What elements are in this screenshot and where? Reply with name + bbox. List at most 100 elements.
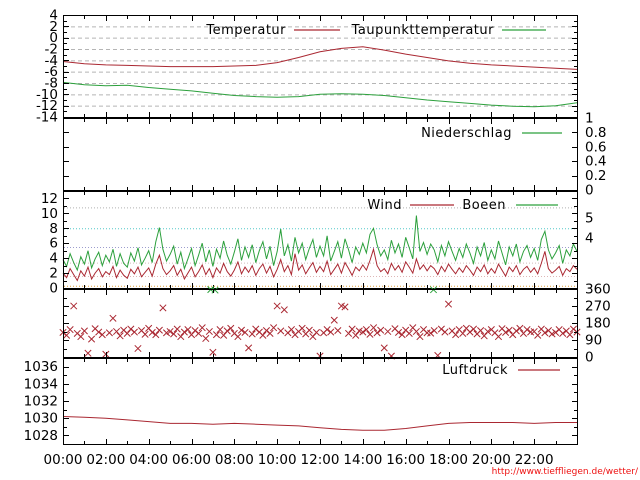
pressure-frame — [63, 358, 578, 445]
wind-direction-point — [66, 326, 74, 334]
wind-direction-point — [444, 300, 453, 308]
wind-direction-point — [109, 314, 117, 322]
wind-direction-point — [191, 327, 199, 335]
wind-direction-point — [84, 349, 92, 357]
x-axis-label: 04:00 — [129, 452, 168, 468]
pressure-ytick-label-left: 1034 — [24, 376, 58, 392]
wind-direction-point — [198, 324, 206, 332]
wind-direction-point — [98, 331, 106, 339]
wind-direction-point — [227, 324, 235, 332]
x-axis-label: 06:00 — [172, 452, 211, 468]
x-axis-label: 14:00 — [343, 452, 382, 468]
source-url-label: http://www.tieffliegen.de/wetter/ — [491, 467, 638, 477]
wind-direction-point — [377, 326, 385, 334]
temperature-ytick-label-left: 4 — [49, 8, 58, 24]
wind-direction-point — [212, 331, 221, 339]
wind-direction-point — [334, 327, 342, 335]
x-axis-label: 00:00 — [44, 452, 83, 468]
wind-direction-point — [459, 329, 467, 337]
temperature-ytick-label-left: 0 — [49, 30, 58, 46]
wind-direction-point — [327, 328, 335, 336]
wind-ytick-label-left: 0 — [49, 281, 58, 297]
x-axis-label: 16:00 — [386, 452, 425, 468]
wind-direction-point — [369, 324, 378, 332]
wind-direction-point — [312, 328, 320, 336]
wind-direction-point — [330, 316, 338, 324]
wind-direction-point — [480, 332, 488, 340]
wind-direction-point — [373, 329, 381, 337]
pressure-ytick-label-left: 1030 — [24, 411, 58, 427]
temperature-legend-label: Temperatur — [205, 23, 286, 38]
wind-direction-point — [559, 329, 567, 337]
x-axis-label: 02:00 — [86, 452, 125, 468]
x-axis-label: 22:00 — [515, 452, 554, 468]
wind-direction-point — [341, 303, 349, 311]
wind-ytick-label-right: 4 — [585, 231, 594, 247]
wind-direction-point — [280, 306, 288, 314]
x-axis-label: 10:00 — [258, 452, 297, 468]
wind-direction-point — [209, 348, 217, 356]
wind-direction-point — [323, 326, 331, 334]
precipitation-ytick-label-right: 0 — [585, 183, 594, 199]
wind-direction-point — [541, 329, 549, 337]
wind-direction-point — [245, 344, 253, 352]
temperature-series-taupunkttemperatur — [62, 81, 578, 108]
x-axis-label: 08:00 — [215, 452, 254, 468]
temperature-ytick-label-left: -6 — [45, 64, 58, 80]
wind-ytick-label-right: 5 — [585, 211, 594, 227]
wind-direction-point — [298, 324, 306, 332]
wind-direction-ytick-label-right: 270 — [585, 299, 611, 315]
wind-direction-point — [77, 333, 85, 341]
wind-direction-point — [70, 302, 78, 310]
wind-direction-point — [170, 330, 178, 338]
wind-direction-point — [105, 329, 113, 337]
temperature-series-temperatur — [62, 46, 578, 70]
wind-ytick-label-left: 10 — [41, 206, 58, 222]
wind-direction-point — [116, 332, 124, 340]
wind-direction-point — [523, 326, 531, 334]
wind-direction-point — [484, 327, 492, 336]
wind-direction-point — [152, 331, 160, 339]
wind-ytick-label-left: 12 — [41, 191, 58, 207]
wind-legend-label: Boeen — [462, 198, 506, 213]
wind-direction-point — [366, 330, 374, 338]
wind-direction-point — [184, 326, 192, 334]
wind-direction-point — [566, 331, 574, 339]
wind-direction-point — [512, 327, 520, 335]
wind-direction-point — [237, 326, 246, 334]
wind-direction-point — [441, 328, 449, 336]
wind-direction-point — [380, 344, 388, 352]
temperature-frame — [63, 15, 578, 118]
wind-direction-point — [427, 329, 435, 337]
temperature-ytick-label-left: -8 — [45, 76, 58, 92]
wind-direction-point — [534, 331, 542, 339]
wind-direction-point — [548, 330, 556, 338]
temperature-ytick-label-left: 2 — [49, 19, 58, 35]
wind-direction-point — [352, 331, 360, 339]
wind-direction-ytick-label-right: 90 — [585, 333, 602, 349]
wind-direction-point — [63, 331, 71, 339]
wind-direction-point — [359, 328, 367, 336]
precipitation-legend-label: Niederschlag — [421, 126, 512, 141]
wind-legend-label: Wind — [367, 198, 402, 213]
wind-direction-point — [416, 333, 424, 341]
temperature-legend-label: Taupunkttemperatur — [351, 23, 495, 38]
temperature-ytick-label-left: -14 — [36, 110, 58, 126]
wind-direction-point — [180, 328, 188, 336]
wind-ytick-label-left: 2 — [49, 266, 58, 282]
temperature-ytick-label-left: -2 — [45, 42, 58, 58]
wind-direction-point — [205, 327, 213, 336]
wind-direction-point — [220, 331, 228, 339]
wind-direction-point — [195, 329, 203, 337]
wind-direction-point — [469, 325, 478, 333]
wind-direction-point — [412, 327, 420, 336]
wind-direction-point — [123, 329, 131, 337]
precipitation-ytick-label-right: 0.2 — [585, 168, 606, 184]
x-axis-label: 18:00 — [429, 452, 468, 468]
wind-direction-point — [88, 335, 96, 343]
x-axis-label: 20:00 — [472, 452, 511, 468]
pressure-ytick-label-left: 1028 — [24, 428, 58, 444]
wind-direction-ytick-label-right: 180 — [585, 316, 611, 332]
wind-direction-point — [477, 327, 485, 335]
wind-direction-point — [287, 326, 295, 334]
